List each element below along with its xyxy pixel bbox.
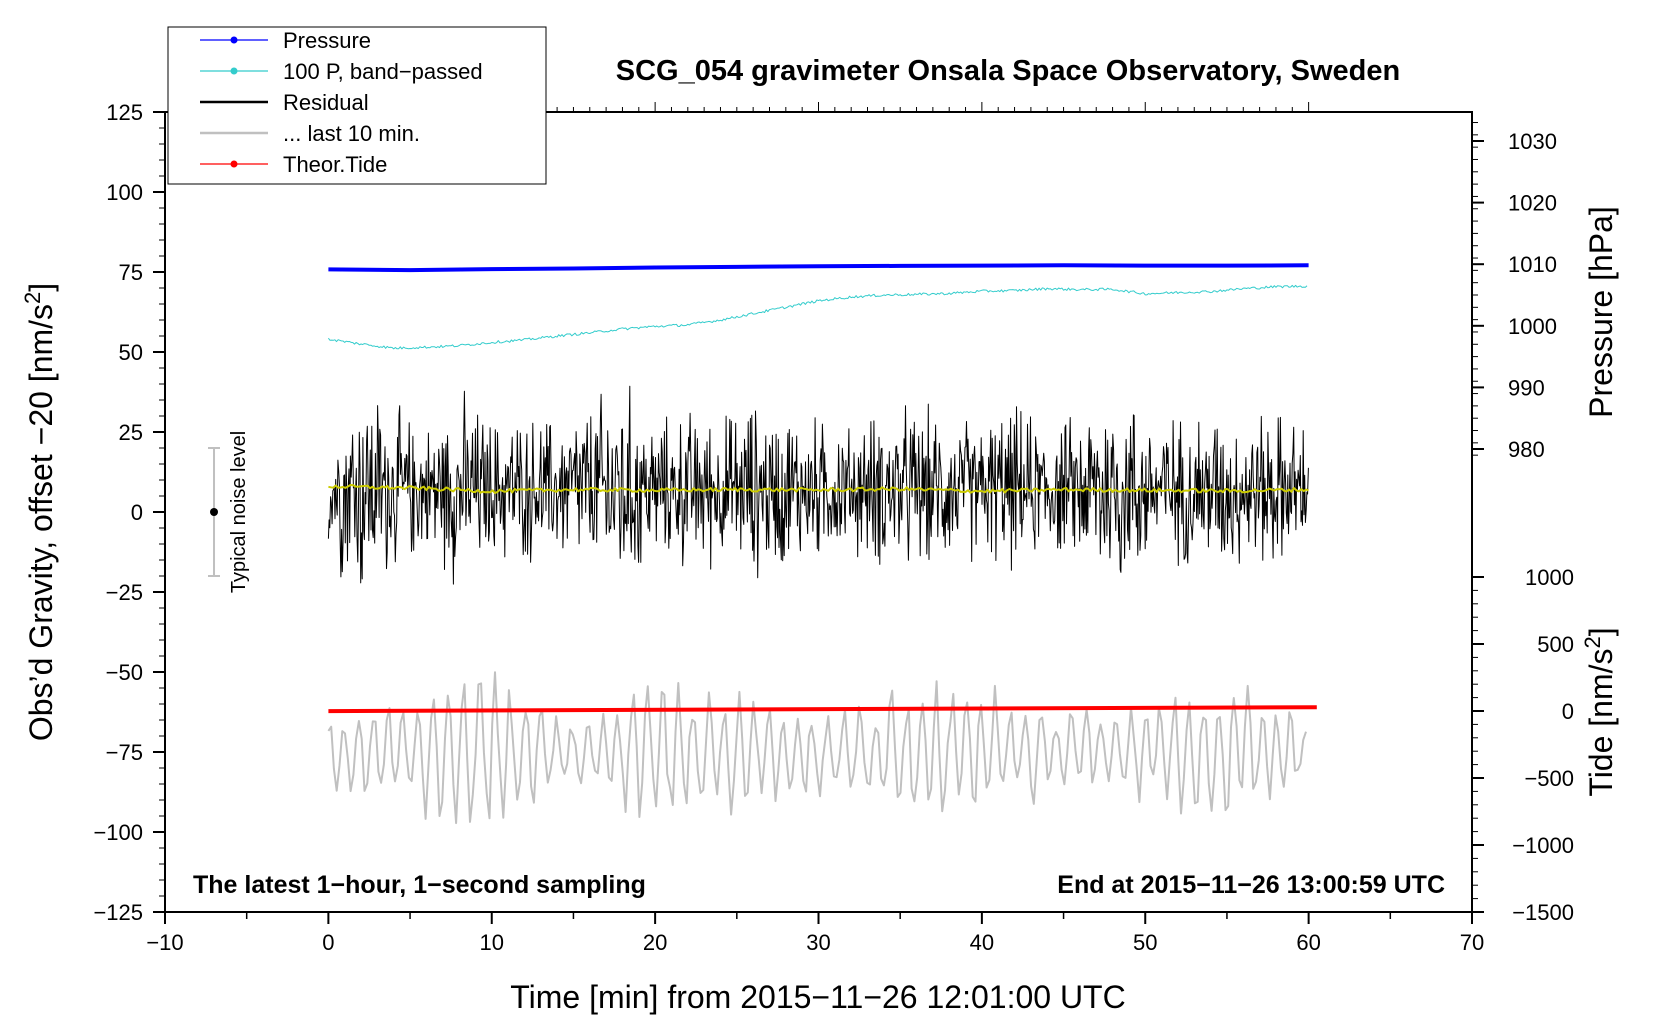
legend-label: Residual [283, 90, 369, 115]
y-axis-label-tide-main: Tide [nm/s [1583, 648, 1619, 796]
tide-tick-label: 0 [1562, 699, 1574, 724]
x-axis-label: Time [min] from 2015−11−26 12:01:00 UTC [510, 979, 1125, 1015]
series-last-10-min-line [327, 671, 1307, 825]
annotation-sampling: The latest 1−hour, 1−second sampling [193, 871, 646, 899]
x-tick-label: −10 [146, 930, 183, 955]
y-tick-label: 50 [119, 340, 143, 365]
legend-label: Theor.Tide [283, 152, 387, 177]
y-axis-label-tide: Tide [nm/s2] [1580, 627, 1619, 796]
y-tick-label: 25 [119, 420, 143, 445]
y-axis-label-tide-sup: 2 [1580, 636, 1605, 648]
y-tick-label: 100 [106, 180, 143, 205]
y-axis-label-left-main: Obs’d Gravity, offset −20 [nm/s [23, 304, 59, 741]
series-residual-mean-line [328, 484, 1309, 494]
x-tick-label: 70 [1460, 930, 1484, 955]
legend-label: 100 P, band−passed [283, 59, 483, 84]
legend-label: ... last 10 min. [283, 121, 420, 146]
series-residual-line [327, 385, 1309, 585]
y-axis-label-left-sup: 2 [20, 292, 45, 304]
noise-bar-center-dot [210, 508, 219, 516]
pressure-tick-label: 1030 [1508, 129, 1557, 154]
tide-tick-label: 500 [1537, 632, 1574, 657]
legend-box [167, 26, 547, 185]
y-axis-label-left: Obs’d Gravity, offset −20 [nm/s2] [20, 283, 59, 741]
tide-tick-label: −1500 [1512, 900, 1574, 925]
y-tick-label: 75 [119, 260, 143, 285]
x-tick-label: 0 [322, 930, 334, 955]
tide-tick-label: −500 [1524, 766, 1574, 791]
y-tick-label: −100 [93, 820, 143, 845]
series-theoretical-tide-line [328, 705, 1317, 714]
y-tick-label: −25 [106, 580, 143, 605]
legend: Pressure 100 P, band−passed Residual ... la… [167, 26, 547, 185]
noise-level-label: Typical noise level [228, 431, 250, 593]
y-tick-label: −125 [93, 900, 143, 925]
y-axis-label-tide-end: ] [1583, 627, 1619, 636]
y-tick-label: −75 [106, 740, 143, 765]
noise-level-indicator [208, 447, 221, 577]
tide-tick-label: −1000 [1512, 833, 1574, 858]
x-tick-label: 20 [643, 930, 667, 955]
series-pressure-line [328, 263, 1309, 273]
legend-label: Pressure [283, 28, 371, 53]
y-tick-label: 125 [106, 100, 143, 125]
y-tick-label: −50 [106, 660, 143, 685]
y-axis-label-pressure: Pressure [hPa] [1583, 206, 1619, 418]
legend-swatch-marker [230, 67, 238, 75]
series-bandpassed-pressure-line [328, 284, 1308, 350]
pressure-tick-label: 990 [1508, 375, 1545, 400]
x-tick-label: 60 [1296, 930, 1320, 955]
axes-layer: −10 0 10 20 30 40 50 60 70−125−100−75−50−2502550… [93, 100, 1574, 955]
pressure-tick-label: 1010 [1508, 252, 1557, 277]
x-tick-label: 30 [806, 930, 830, 955]
y-tick-label: 0 [131, 500, 143, 525]
pressure-tick-label: 1020 [1508, 191, 1557, 216]
pressure-tick-label: 1000 [1508, 314, 1557, 339]
chart-title: SCG_054 gravimeter Onsala Space Observat… [616, 55, 1400, 87]
series-layer [327, 263, 1317, 825]
x-tick-label: 40 [970, 930, 994, 955]
pressure-tick-label: 980 [1508, 437, 1545, 462]
annotation-end-time: End at 2015−11−26 13:00:59 UTC [1057, 871, 1445, 899]
x-tick-label: 10 [480, 930, 504, 955]
legend-swatch-marker [230, 36, 238, 44]
tide-tick-label: 1000 [1525, 565, 1574, 590]
y-axis-label-left-end: ] [23, 283, 59, 292]
x-tick-label: 50 [1133, 930, 1157, 955]
legend-swatch-marker [230, 160, 238, 168]
